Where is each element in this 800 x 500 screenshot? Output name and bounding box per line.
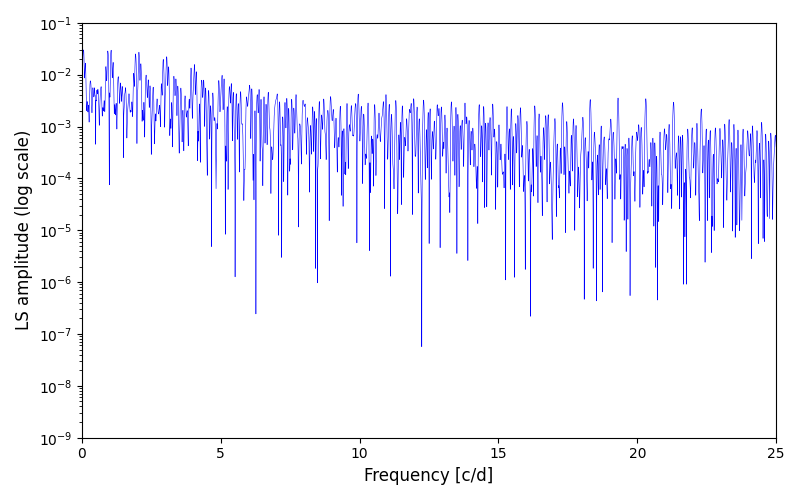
Y-axis label: LS amplitude (log scale): LS amplitude (log scale) (15, 130, 33, 330)
X-axis label: Frequency [c/d]: Frequency [c/d] (364, 467, 494, 485)
